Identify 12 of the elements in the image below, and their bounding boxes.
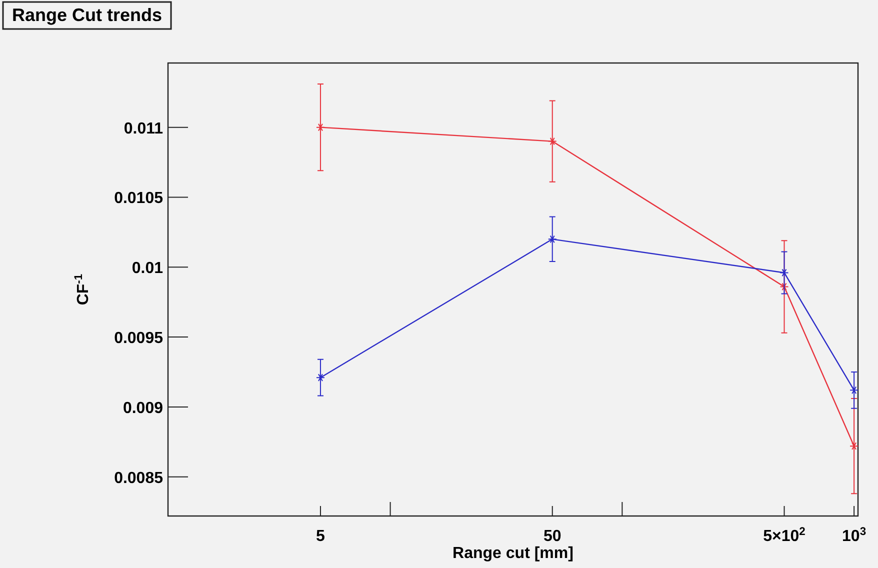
x-tick-label: 10$^{3}$: [842, 526, 866, 545]
y-tick-label: 0.0105: [114, 190, 164, 208]
y-tick-label: 0.0085: [114, 470, 164, 487]
y-tick-label: 0.011: [124, 120, 164, 138]
chart-title: Range Cut trends: [12, 5, 162, 25]
y-tick-label: 0.009: [122, 400, 164, 417]
x-tick-label: 5×10$^{2}$: [763, 526, 806, 545]
x-tick-label: 5: [316, 528, 326, 545]
y-tick-label: 0.0095: [114, 330, 164, 348]
y-tick-label: 0.01: [132, 260, 164, 278]
x-axis-title: Range cut [mm]: [452, 545, 574, 562]
x-tick-label: 50: [543, 528, 562, 545]
